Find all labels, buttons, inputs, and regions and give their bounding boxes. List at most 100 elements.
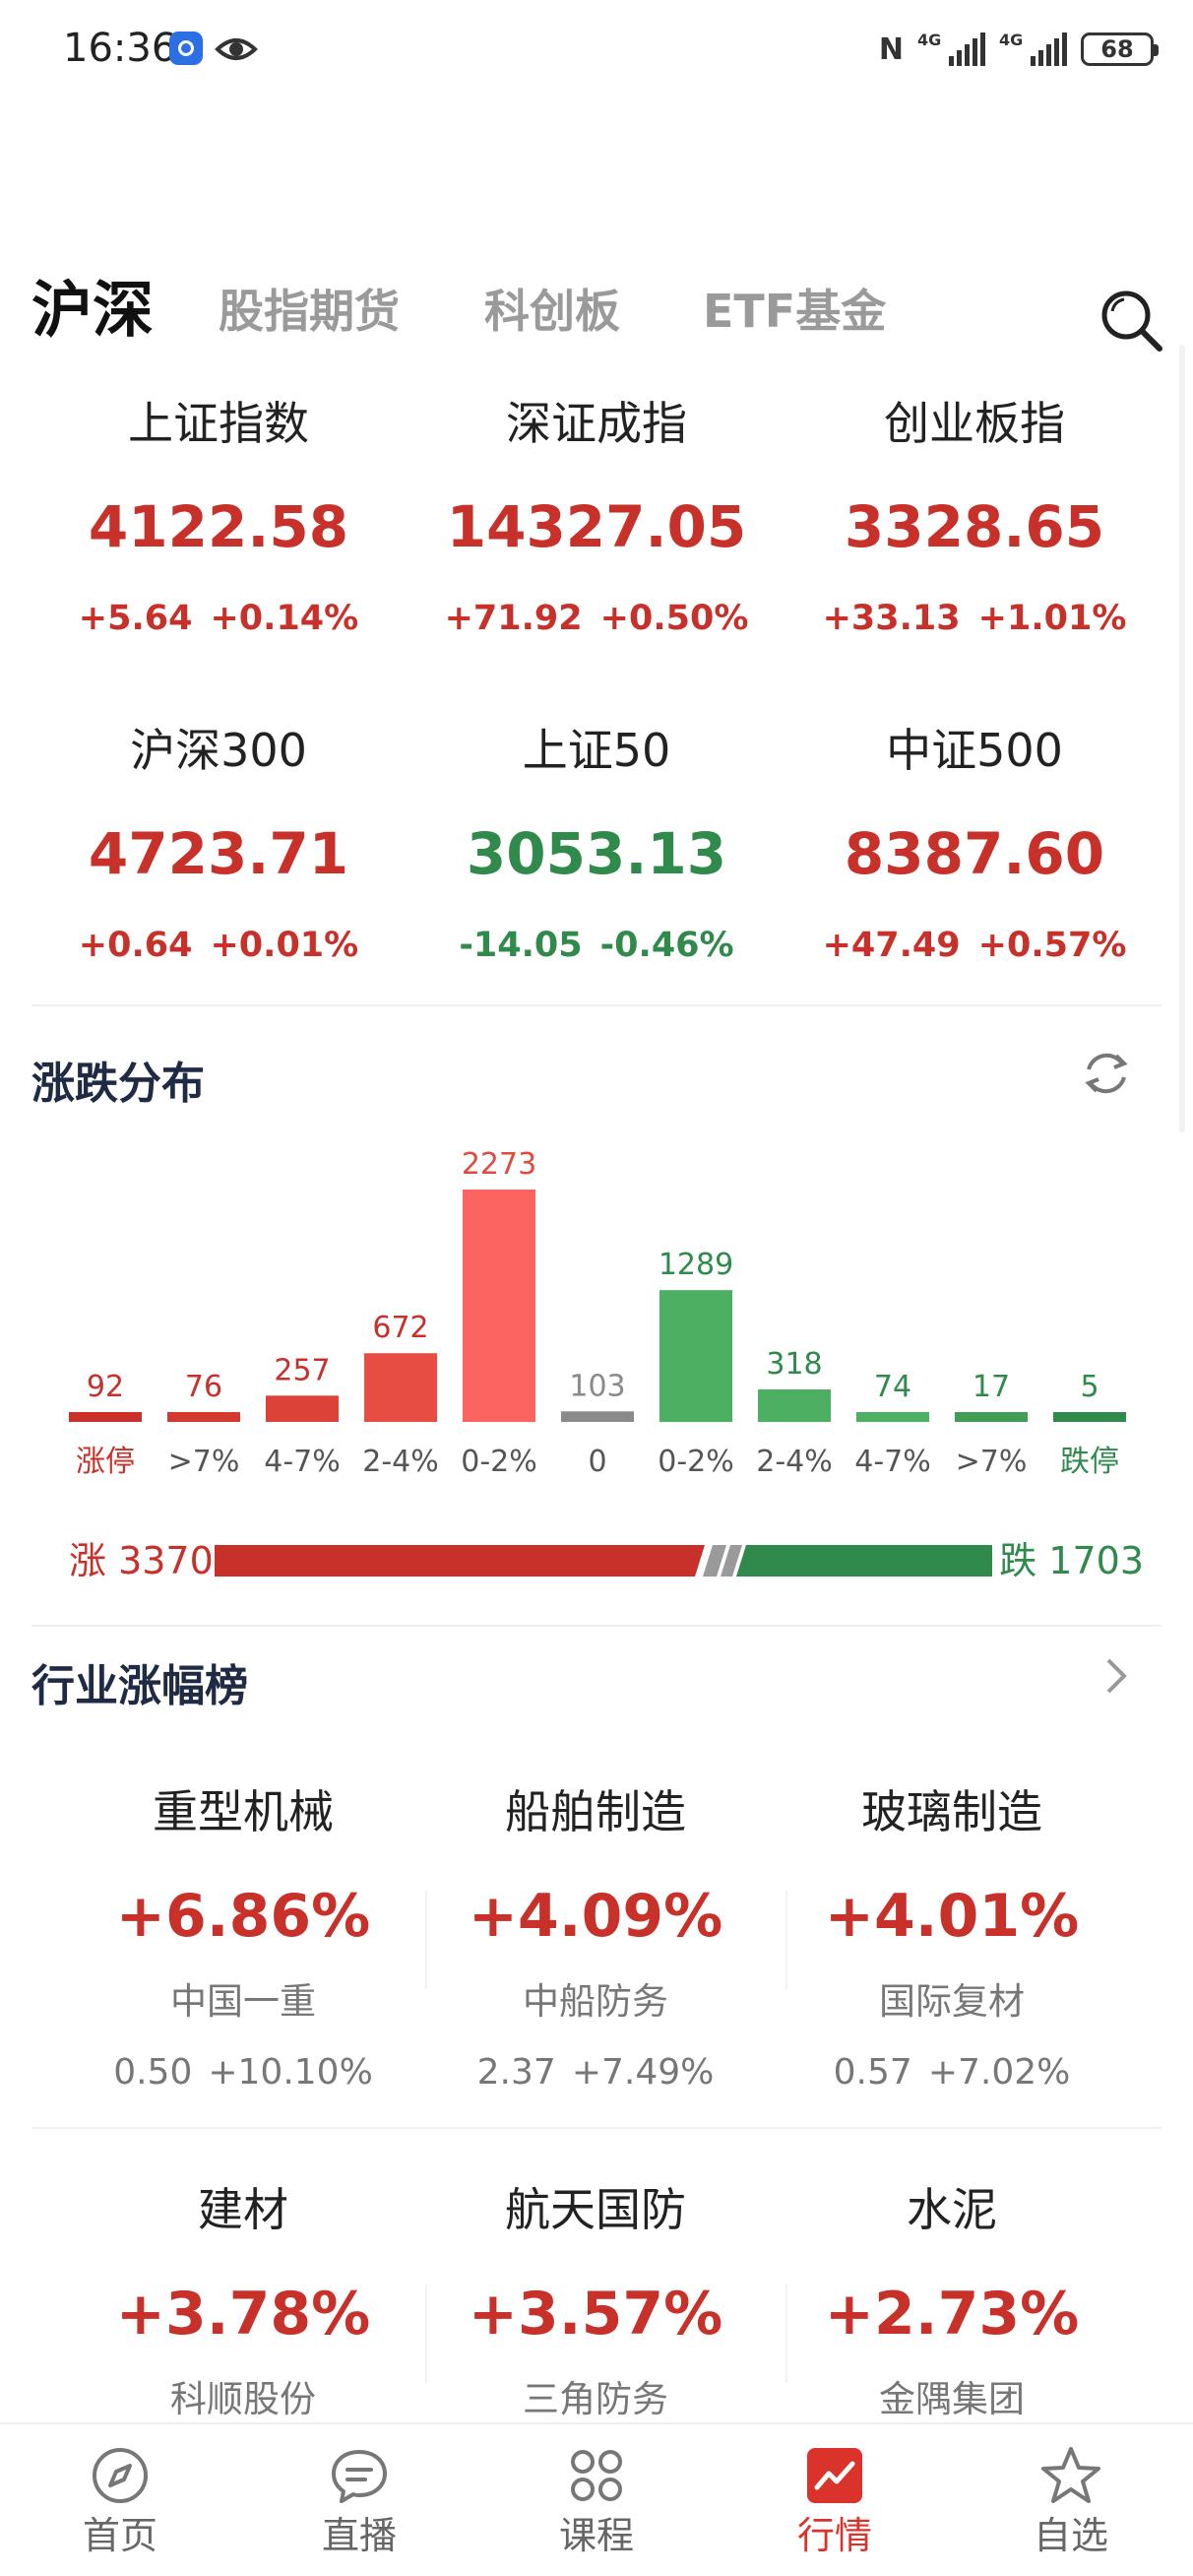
tab-etf[interactable]: ETF基金 — [703, 285, 887, 338]
industry-pct: +4.09% — [468, 1882, 723, 1951]
category-label: 4-7% — [264, 1445, 341, 1479]
divider — [425, 2285, 427, 2383]
distribution-bar — [463, 1190, 535, 1422]
bar-value-label: 74 — [874, 1370, 911, 1404]
chevron-right-icon[interactable] — [1099, 1654, 1134, 1698]
battery-level: 68 — [1100, 35, 1134, 63]
index-change: -14.05 -0.46% — [459, 926, 734, 965]
industry-name: 建材 — [198, 2183, 288, 2236]
index-card[interactable]: 上证50 3053.13 -14.05 -0.46% — [409, 721, 784, 967]
index-change: +5.64 +0.14% — [78, 599, 359, 638]
divider — [31, 1625, 1162, 1627]
ratio-bar — [215, 1545, 992, 1577]
distribution-chart: 92 涨停 76 >7% 257 4-7% 672 2-4% 2273 0-2% 103 0 1289 0… — [69, 1147, 1126, 1479]
star-icon — [1041, 2447, 1100, 2503]
divider — [785, 2285, 787, 2383]
index-card[interactable]: 沪深300 4723.71 +0.64 +0.01% — [31, 721, 406, 967]
market-tabs: 沪深 股指期货 科创板 ETF基金 — [0, 266, 1193, 364]
divider — [785, 1891, 787, 1989]
grid-clover-icon — [571, 2450, 622, 2501]
bar-value-label: 103 — [569, 1369, 625, 1403]
industry-name: 水泥 — [907, 2183, 997, 2236]
leading-stock-values: 0.50 +10.10% — [113, 2052, 373, 2093]
tab-hushen[interactable]: 沪深 — [31, 274, 155, 346]
bar-value-label: 672 — [372, 1311, 428, 1345]
industry-name: 玻璃制造 — [861, 1785, 1042, 1838]
leading-stock: 三角防务 — [523, 2378, 668, 2420]
bar-value-label: 17 — [973, 1370, 1010, 1404]
distribution-bar — [561, 1411, 634, 1422]
leading-stock: 中国一重 — [170, 1980, 316, 2023]
distribution-bar — [167, 1412, 240, 1422]
industry-pct: +6.86% — [115, 1882, 371, 1951]
nav-market[interactable]: 行情 — [756, 2444, 913, 2560]
industry-card[interactable]: 航天国防 +3.57% 三角防务 — [413, 2180, 778, 2424]
category-label: 跌停 — [1060, 1445, 1119, 1479]
industry-card[interactable]: 水泥 +2.73% 金隅集团 — [770, 2180, 1134, 2424]
industry-pct: +3.57% — [468, 2280, 723, 2349]
index-name: 上证指数 — [128, 397, 309, 450]
industry-name: 重型机械 — [153, 1785, 334, 1838]
nav-live[interactable]: 直播 — [281, 2444, 438, 2560]
scrollbar — [1179, 345, 1185, 1132]
ratio-gap — [703, 1545, 726, 1577]
tab-star-market[interactable]: 科创板 — [484, 285, 620, 338]
ratio-down-segment — [736, 1545, 992, 1577]
up-down-ratio: 涨 3370 跌 1703 — [0, 1531, 1193, 1590]
battery-icon: 68 — [1081, 32, 1159, 66]
app-notification-icon — [169, 32, 203, 65]
search-icon[interactable] — [1097, 286, 1165, 354]
distribution-bar — [758, 1388, 831, 1422]
tab-index-futures[interactable]: 股指期货 — [219, 285, 400, 338]
divider — [425, 1891, 427, 1989]
nav-label: 课程 — [558, 2514, 634, 2557]
category-label: 0 — [588, 1445, 606, 1479]
index-value: 3053.13 — [466, 820, 727, 887]
signal-icon: 4G — [999, 31, 1067, 66]
nfc-icon: N — [878, 32, 904, 67]
industry-card[interactable]: 建材 +3.78% 科顺股份 — [61, 2180, 425, 2424]
distribution-bar — [1053, 1412, 1126, 1422]
ratio-up-segment — [215, 1545, 705, 1577]
bottom-navigation: 首页 直播 课程 行情 自选 — [0, 2422, 1193, 2576]
index-value: 4122.58 — [88, 493, 349, 560]
signal-icon: 4G — [917, 31, 985, 66]
category-label: 4-7% — [854, 1445, 931, 1479]
industry-card[interactable]: 船舶制造 +4.09% 中船防务 2.37 +7.49% — [413, 1782, 778, 2097]
divider — [31, 1004, 1162, 1006]
bar-value-label: 1289 — [659, 1248, 733, 1282]
distribution-bar — [69, 1412, 142, 1422]
industry-title: 行业涨幅榜 — [31, 1661, 248, 1711]
nav-label: 行情 — [796, 2514, 872, 2557]
status-time: 16:36 — [63, 26, 177, 71]
index-name: 沪深300 — [130, 724, 307, 777]
index-card[interactable]: 上证指数 4122.58 +5.64 +0.14% — [31, 394, 406, 640]
nav-label: 直播 — [321, 2514, 397, 2557]
index-value: 8387.60 — [844, 820, 1105, 887]
nav-label: 自选 — [1033, 2514, 1108, 2557]
bar-value-label: 5 — [1080, 1370, 1099, 1404]
status-bar: 16:36 N 4G 4G 68 — [0, 0, 1193, 98]
distribution-bar — [266, 1395, 339, 1422]
ratio-gap — [721, 1545, 742, 1577]
nav-watchlist[interactable]: 自选 — [992, 2444, 1150, 2560]
leading-stock-values: 2.37 +7.49% — [476, 2052, 715, 2093]
category-label: 涨停 — [76, 1445, 135, 1479]
index-card[interactable]: 深证成指 14327.05 +71.92 +0.50% — [409, 394, 784, 640]
refresh-icon[interactable] — [1079, 1046, 1134, 1101]
industry-name: 船舶制造 — [505, 1785, 686, 1838]
industry-card[interactable]: 玻璃制造 +4.01% 国际复材 0.57 +7.02% — [770, 1782, 1134, 2097]
leading-stock: 科顺股份 — [170, 2378, 316, 2420]
index-card[interactable]: 创业板指 3328.65 +33.13 +1.01% — [787, 394, 1162, 640]
industry-card[interactable]: 重型机械 +6.86% 中国一重 0.50 +10.10% — [61, 1782, 425, 2097]
nav-home[interactable]: 首页 — [41, 2444, 199, 2560]
distribution-bar — [955, 1412, 1028, 1422]
bar-value-label: 2273 — [462, 1147, 536, 1182]
up-count-label: 涨 3370 — [69, 1539, 214, 1582]
category-label: 0-2% — [658, 1445, 734, 1479]
nav-courses[interactable]: 课程 — [518, 2444, 675, 2560]
leading-stock: 中船防务 — [523, 1980, 668, 2023]
chat-bubble-icon — [332, 2450, 387, 2503]
index-card[interactable]: 中证500 8387.60 +47.49 +0.57% — [787, 721, 1162, 967]
index-change: +0.64 +0.01% — [78, 926, 359, 965]
